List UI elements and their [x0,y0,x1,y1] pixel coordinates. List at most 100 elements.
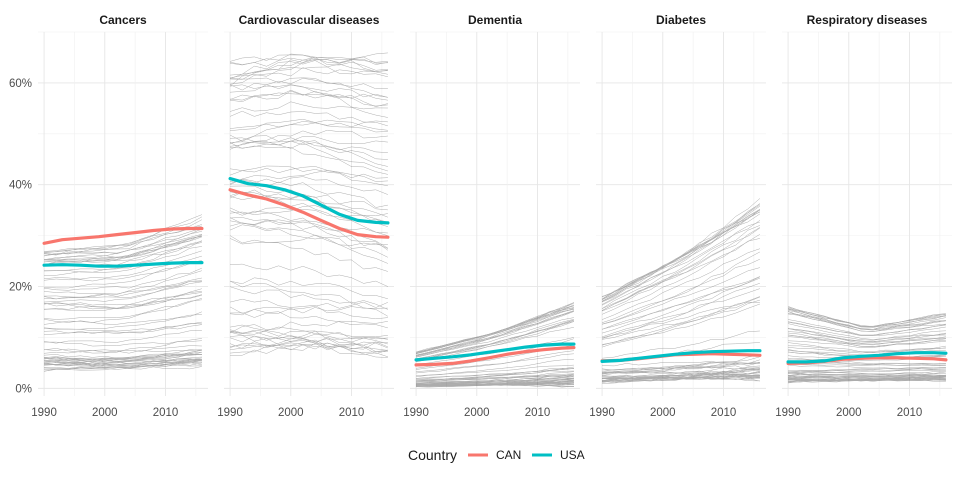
background-line [788,367,946,374]
background-line [44,228,202,260]
background-line [44,297,202,320]
background-line [602,277,760,330]
background-line [602,366,760,374]
background-line [416,383,574,386]
background-line [229,129,388,150]
background-line [230,331,388,343]
background-line [788,308,946,330]
panel-title: Respiratory diseases [807,13,928,27]
background-line [602,208,761,298]
background-line [788,338,946,349]
background-line [44,235,202,260]
background-line [229,306,388,329]
background-line [416,378,574,387]
background-line [602,211,761,297]
background-line [44,330,202,344]
background-line [230,140,388,167]
background-line [602,369,760,382]
background-line [416,377,574,386]
background-line [230,343,388,352]
background-line [601,205,761,300]
background-line [230,342,388,353]
background-line [601,213,761,300]
background-line [416,370,574,379]
background-country-lines [229,52,389,358]
background-line [416,309,574,353]
background-line [602,303,760,348]
background-line [44,314,202,325]
background-line [44,281,202,295]
background-line [601,203,761,302]
background-line [416,377,574,386]
background-line [602,360,760,367]
background-line [602,370,760,375]
background-line [602,248,760,320]
background-line [416,321,574,361]
background-line [788,378,946,382]
background-line [788,376,946,380]
background-line [602,220,761,303]
background-line [44,356,202,367]
background-line [602,282,760,339]
background-line [602,375,760,379]
background-line [230,220,388,264]
background-line [788,319,946,336]
background-line [602,251,761,325]
background-line [788,375,946,380]
background-line [602,330,760,359]
background-line [44,351,202,361]
background-line [788,375,946,379]
background-line [230,341,388,354]
series-line-usa [414,342,576,362]
background-line [230,185,388,223]
background-line [44,235,202,261]
background-line [788,311,946,330]
background-line [44,361,202,368]
background-line [230,66,388,79]
background-line [44,288,202,310]
background-line [788,372,946,375]
background-line [602,368,760,383]
legend-label-usa: USA [560,448,585,462]
background-line [44,353,202,365]
background-line [788,375,946,378]
background-line [788,307,946,328]
background-line [44,240,203,276]
background-line [229,170,388,185]
background-line [416,311,574,357]
background-line [416,380,574,383]
background-line [229,78,388,91]
background-line [788,371,946,376]
background-line [44,267,202,291]
background-line [788,378,946,382]
background-line [44,246,202,272]
background-line [788,368,946,373]
background-line [602,368,760,382]
background-line [44,294,202,309]
background-line [788,369,946,373]
background-line [788,373,946,376]
x-tick-label: 1990 [31,407,57,419]
background-line [230,219,388,234]
background-line [230,286,389,317]
background-line [416,382,574,387]
background-line [44,348,202,354]
background-line [788,378,946,382]
background-line [602,366,760,384]
background-line [44,359,202,369]
background-line [44,358,202,363]
background-line [44,236,202,266]
background-line [230,89,388,107]
background-line [416,375,574,381]
background-line [230,92,388,110]
background-line [788,378,946,382]
background-line [788,307,946,327]
background-line [601,211,761,302]
background-line [44,362,202,367]
background-line [230,56,388,71]
background-line [602,362,760,371]
y-tick-label: 0% [15,383,32,395]
background-line [44,321,202,336]
background-line [230,329,388,351]
panel-cardiovascular-diseases: Cardiovascular diseases 1990 2000 2010 [217,13,394,419]
